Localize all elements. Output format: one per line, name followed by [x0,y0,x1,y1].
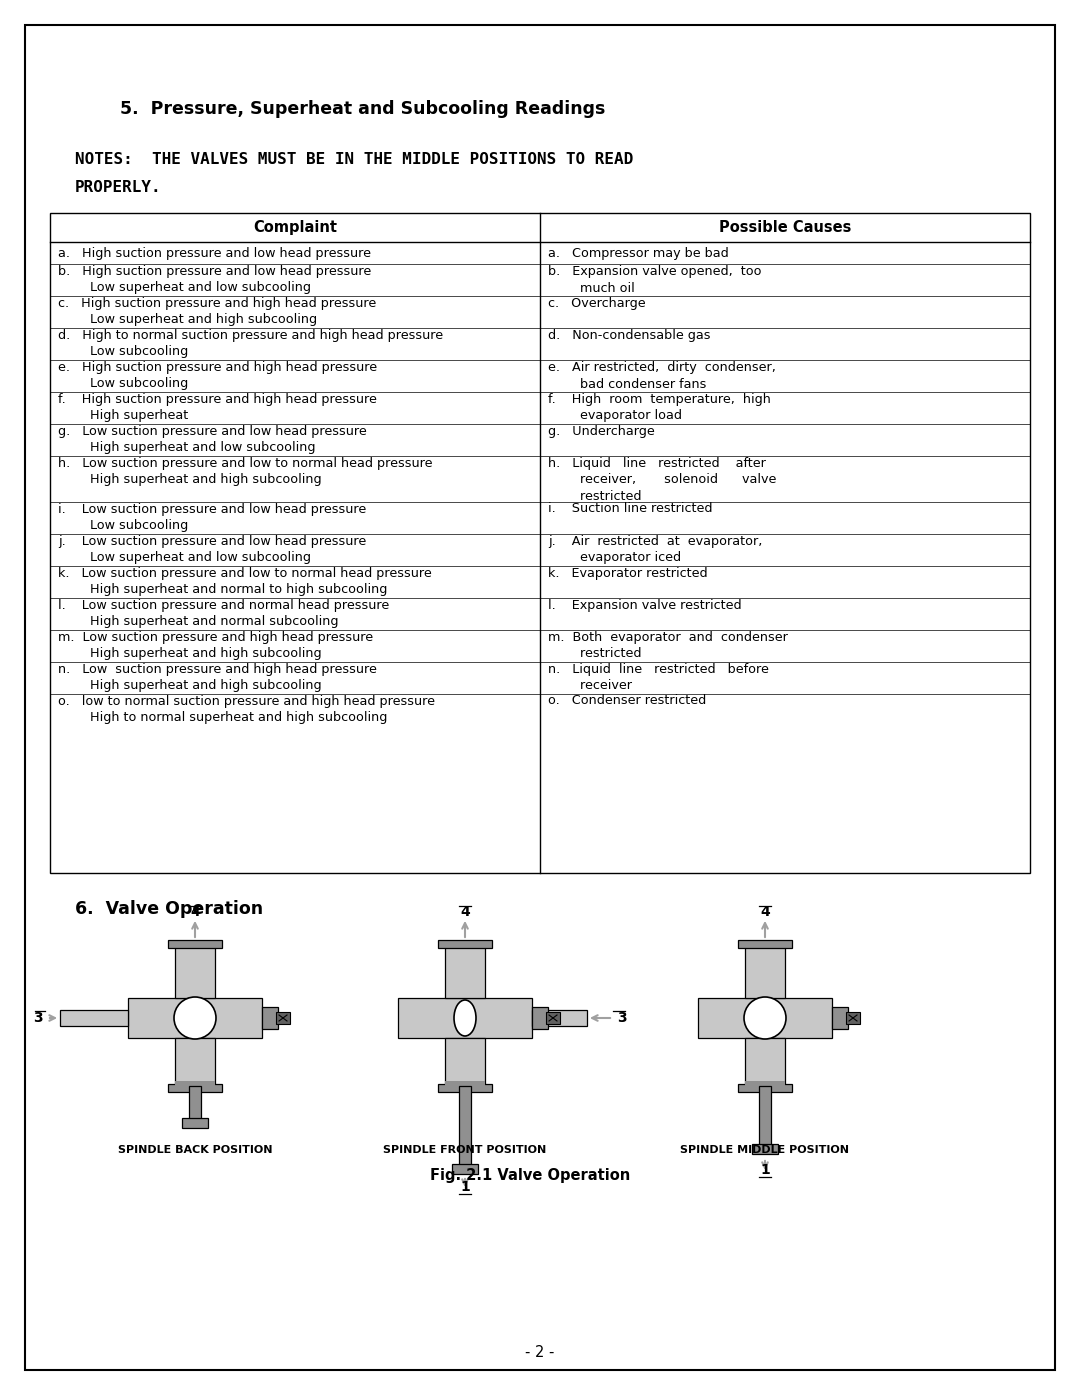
Bar [453,1164,478,1173]
Text: PROPERLY.: PROPERLY. [75,180,162,196]
Bar [276,1011,291,1024]
Text: f.    High suction pressure and high head pressure
        High superheat: f. High suction pressure and high head p… [58,393,377,422]
Text: n.   Liquid  line   restricted   before
        receiver: n. Liquid line restricted before receive… [548,662,769,692]
Text: k.   Evaporator restricted: k. Evaporator restricted [548,567,707,580]
Text: e.   Air restricted,  dirty  condenser,
        bad condenser fans: e. Air restricted, dirty condenser, bad … [548,360,775,391]
Text: SPINDLE FRONT POSITION: SPINDLE FRONT POSITION [383,1146,546,1155]
Circle shape [744,997,786,1039]
Bar [168,940,222,949]
Text: g.   Undercharge: g. Undercharge [548,425,654,439]
Bar [698,997,832,1038]
Bar [832,1007,848,1030]
Bar [175,946,215,997]
Text: e.   High suction pressure and high head pressure
        Low subcooling: e. High suction pressure and high head p… [58,360,377,391]
Text: 6.  Valve Operation: 6. Valve Operation [75,900,264,918]
Bar [532,1007,548,1030]
Text: k.   Low suction pressure and low to normal head pressure
        High superheat: k. Low suction pressure and low to norma… [58,567,432,597]
Text: Complaint: Complaint [253,219,337,235]
Text: 4: 4 [760,905,770,919]
Text: j.    Air  restricted  at  evaporator,
        evaporator iced: j. Air restricted at evaporator, evapora… [548,535,762,564]
Bar [175,1081,215,1085]
Bar [175,1038,215,1085]
Bar [745,946,785,997]
Text: - 2 -: - 2 - [525,1345,555,1361]
Bar [445,1081,485,1085]
Text: i.    Suction line restricted: i. Suction line restricted [548,503,713,515]
Text: l.    Expansion valve restricted: l. Expansion valve restricted [548,598,742,612]
Bar [445,1038,485,1085]
Text: SPINDLE BACK POSITION: SPINDLE BACK POSITION [118,1146,272,1155]
Text: j.    Low suction pressure and low head pressure
        Low superheat and low s: j. Low suction pressure and low head pre… [58,535,366,564]
Text: i.    Low suction pressure and low head pressure
        Low subcooling: i. Low suction pressure and low head pre… [58,503,366,532]
Text: b.   Expansion valve opened,  too
        much oil: b. Expansion valve opened, too much oil [548,265,761,295]
Bar [846,1011,860,1024]
Bar [738,940,792,949]
Text: 1: 1 [460,1180,470,1194]
Text: f.    High  room  temperature,  high
        evaporator load: f. High room temperature, high evaporato… [548,393,771,422]
Bar [759,1085,771,1146]
Bar [445,946,485,997]
Text: 5.  Pressure, Superheat and Subcooling Readings: 5. Pressure, Superheat and Subcooling Re… [120,101,606,117]
Bar [738,1084,792,1092]
Text: g.   Low suction pressure and low head pressure
        High superheat and low s: g. Low suction pressure and low head pre… [58,425,367,454]
Text: d.   Non-condensable gas: d. Non-condensable gas [548,330,711,342]
Text: 1: 1 [760,1162,770,1178]
Bar [745,1081,785,1085]
Text: Possible Causes: Possible Causes [719,219,851,235]
Text: d.   High to normal suction pressure and high head pressure
        Low subcooli: d. High to normal suction pressure and h… [58,330,443,359]
Bar [129,997,262,1038]
Text: a.   Compressor may be bad: a. Compressor may be bad [548,246,729,260]
Text: 4: 4 [190,905,200,919]
Text: o.   Condenser restricted: o. Condenser restricted [548,694,706,707]
Bar [399,997,532,1038]
Text: NOTES:  THE VALVES MUST BE IN THE MIDDLE POSITIONS TO READ: NOTES: THE VALVES MUST BE IN THE MIDDLE … [75,152,633,168]
Text: Fig. 2.1 Valve Operation: Fig. 2.1 Valve Operation [430,1168,630,1183]
Text: m.  Both  evaporator  and  condenser
        restricted: m. Both evaporator and condenser restric… [548,630,788,659]
Text: n.   Low  suction pressure and high head pressure
        High superheat and hig: n. Low suction pressure and high head pr… [58,662,377,692]
Text: h.   Liquid   line   restricted    after
        receiver,       solenoid      v: h. Liquid line restricted after receiver… [548,457,777,503]
Bar [60,1010,129,1025]
Ellipse shape [454,1000,476,1037]
Text: b.   High suction pressure and low head pressure
        Low superheat and low s: b. High suction pressure and low head pr… [58,265,372,295]
Bar [532,1010,588,1025]
Bar [262,1007,278,1030]
Bar [459,1085,471,1166]
Bar [438,1084,492,1092]
Text: 4: 4 [460,905,470,919]
Text: 3: 3 [617,1011,626,1025]
Text: SPINDLE MIDDLE POSITION: SPINDLE MIDDLE POSITION [680,1146,850,1155]
Bar [50,212,1030,873]
Bar [168,1084,222,1092]
Bar [745,1038,785,1085]
Text: c.   Overcharge: c. Overcharge [548,298,646,310]
Text: o.   low to normal suction pressure and high head pressure
        High to norma: o. low to normal suction pressure and hi… [58,694,435,724]
Text: h.   Low suction pressure and low to normal head pressure
        High superheat: h. Low suction pressure and low to norma… [58,457,432,486]
Bar [183,1118,208,1127]
Text: c.   High suction pressure and high head pressure
        Low superheat and high: c. High suction pressure and high head p… [58,298,376,327]
Text: l.    Low suction pressure and normal head pressure
        High superheat and n: l. Low suction pressure and normal head … [58,598,389,629]
Bar [189,1085,201,1120]
Text: 3: 3 [33,1011,43,1025]
Text: m.  Low suction pressure and high head pressure
        High superheat and high : m. Low suction pressure and high head pr… [58,630,373,659]
Bar [752,1144,778,1154]
Bar [546,1011,561,1024]
Circle shape [174,997,216,1039]
Bar [438,940,492,949]
Text: a.   High suction pressure and low head pressure: a. High suction pressure and low head pr… [58,246,372,260]
